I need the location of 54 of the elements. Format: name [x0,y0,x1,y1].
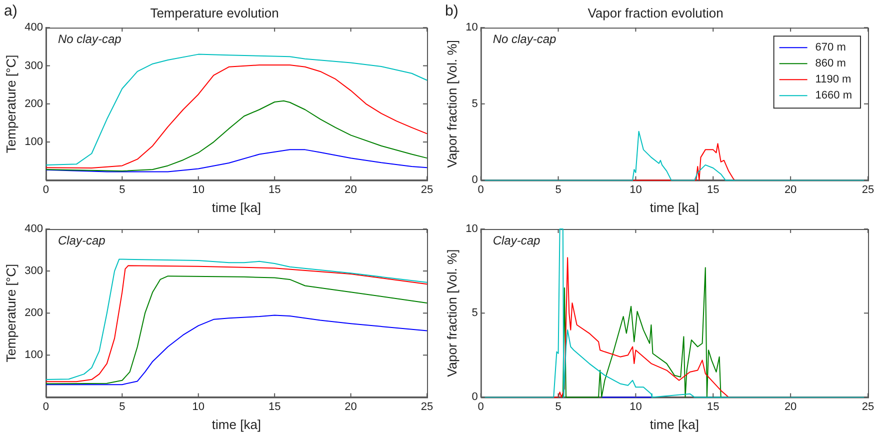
y-axis-title: Vapor fraction [Vol. %] [444,40,460,168]
y-tick-label: 5 [472,98,478,110]
chart-title: Temperature evolution [150,5,279,20]
y-axis-title: Temperature [°C] [3,54,18,154]
x-tick-label: 25 [420,400,434,413]
x-tick-label: 15 [707,184,720,196]
x-axis-title: time [ka] [650,200,699,215]
x-tick-label: 20 [784,184,797,196]
x-tick-label: 15 [268,400,281,413]
y-tick-label: 300 [24,265,43,278]
x-tick-label: 5 [555,400,562,413]
x-tick-label: 15 [707,400,720,413]
x-tick-label: 20 [784,400,797,413]
x-axis-title: time [ka] [650,416,699,432]
legend-label: 1660 m [815,90,852,102]
chart-title: Vapor fraction evolution [588,5,724,20]
y-axis-title: Temperature [°C] [3,264,18,362]
annotation: No clay-cap [492,32,557,46]
y-tick-label: 200 [24,307,43,320]
x-tick-label: 25 [862,184,874,196]
x-tick-label: 15 [268,184,281,196]
x-axis-title: time [ka] [212,416,262,432]
annotation: No clay-cap [58,32,122,46]
x-tick-label: 25 [862,400,874,413]
y-tick-label: 400 [24,22,43,34]
text: b) [445,2,458,20]
legend-label: 670 m [815,42,846,54]
x-tick-label: 10 [192,184,204,196]
y-tick-label: 10 [466,22,478,34]
x-axis-title: time [ka] [212,200,262,215]
x-tick-label: 5 [555,184,562,196]
y-tick-label: 0 [472,391,478,404]
y-tick-label: 0 [472,174,478,186]
annotation: Clay-cap [492,233,541,248]
y-tick-label: 5 [472,307,478,320]
x-tick-label: 20 [344,400,357,413]
x-tick-label: 20 [344,184,357,196]
y-axis-title: Vapor fraction [Vol. %] [444,249,460,377]
x-tick-label: 25 [420,184,434,196]
x-tick-label: 5 [119,400,126,413]
text: a) [4,2,18,20]
y-tick-label: 100 [24,349,43,362]
y-tick-label: 300 [24,60,43,72]
y-tick-label: 400 [24,223,43,236]
legend-label: 1190 m [815,74,852,86]
y-tick-label: 200 [24,98,43,110]
y-tick-label: 100 [24,136,43,148]
x-tick-label: 10 [630,400,642,413]
x-tick-label: 5 [119,184,126,196]
x-tick-label: 10 [630,184,642,196]
x-tick-label: 10 [192,400,204,413]
y-tick-label: 10 [466,223,478,236]
legend-label: 860 m [815,58,846,70]
annotation: Clay-cap [58,233,106,248]
